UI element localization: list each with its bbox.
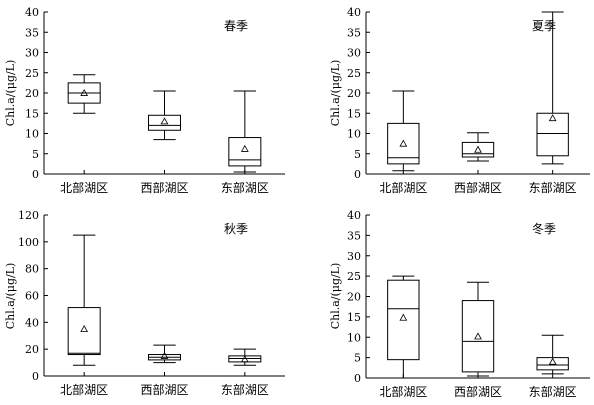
- y-tick-label: 40: [25, 316, 39, 329]
- y-axis-label: Chl.a/(μg/L): [329, 60, 342, 127]
- y-tick-label: 10: [347, 331, 361, 344]
- y-tick-label: 35: [347, 229, 361, 242]
- y-tick-label: 20: [25, 343, 39, 356]
- y-tick-label: 40: [347, 209, 361, 222]
- y-tick-label: 30: [25, 47, 39, 60]
- panel-summer: 0 5 10 15 20 25 30 35 40 北部湖区 西部湖区 东部湖区 Chl.a/(μg/L)…: [329, 6, 590, 195]
- iqr-box: [536, 112, 569, 157]
- x-category-label: 西部湖区: [140, 180, 188, 195]
- y-tick-label: 10: [25, 128, 39, 141]
- box-0: [387, 275, 420, 379]
- x-category-label: 北部湖区: [60, 180, 108, 195]
- mean-marker: [399, 139, 408, 147]
- box-1: [461, 281, 495, 377]
- panel-autumn: 0 20 40 60 80 100 120 北部湖区 西部湖区 东部湖区 Chl.a/(μg/L) 秋…: [4, 209, 285, 397]
- y-tick-label: 25: [347, 67, 361, 80]
- x-category-label: 西部湖区: [454, 180, 502, 195]
- mean-marker: [80, 88, 89, 96]
- y-tick-label: 20: [25, 87, 39, 100]
- iqr-box: [461, 300, 495, 373]
- box-2: [536, 334, 569, 375]
- y-tick-label: 30: [347, 250, 361, 263]
- y-tick-label: 5: [354, 148, 361, 161]
- box-0: [387, 90, 420, 172]
- panel-spring: 0 5 10 15 20 25 30 35 40 北部湖区 西部湖区 东部湖区 Chl.a/(μg/L)…: [4, 6, 285, 195]
- y-tick-label: 25: [347, 270, 361, 283]
- y-axis-label: Chl.a/(μg/L): [329, 263, 342, 330]
- box-2: [228, 90, 262, 173]
- mean-marker: [240, 355, 249, 363]
- box-2: [536, 11, 569, 165]
- box-2: [228, 348, 262, 366]
- box-1: [148, 90, 181, 141]
- y-tick-label: 40: [25, 6, 39, 19]
- mean-marker: [160, 351, 169, 359]
- mean-marker: [160, 117, 169, 125]
- y-tick-label: 0: [32, 370, 39, 383]
- y-tick-label: 20: [347, 87, 361, 100]
- season-label-winter: 冬季: [532, 221, 556, 236]
- y-axis-label: Chl.a/(μg/L): [4, 60, 17, 127]
- x-category-label: 东部湖区: [221, 180, 269, 195]
- y-tick-label: 120: [18, 209, 39, 222]
- y-tick-label: 20: [347, 291, 361, 304]
- season-label-summer: 夏季: [532, 19, 556, 33]
- mean-marker: [474, 145, 482, 153]
- x-category-label: 西部湖区: [140, 382, 188, 397]
- y-tick-label: 5: [32, 148, 39, 161]
- y-tick-label: 100: [18, 236, 39, 249]
- box-1: [461, 132, 495, 162]
- y-tick-label: 0: [354, 372, 361, 385]
- mean-marker: [399, 313, 408, 321]
- mean-marker: [80, 325, 89, 333]
- mean-marker: [548, 114, 557, 122]
- y-tick-label: 15: [347, 107, 361, 120]
- panel-winter: 0 5 10 15 20 25 30 35 40 北部湖区 西部湖区 东部湖区 Chl.a/(μg/L)…: [329, 209, 590, 399]
- y-tick-label: 35: [25, 26, 39, 39]
- y-tick-label: 80: [25, 263, 39, 276]
- x-category-label: 北部湖区: [60, 382, 108, 397]
- mean-marker: [240, 144, 249, 152]
- x-category-label: 西部湖区: [454, 384, 502, 399]
- y-tick-label: 5: [354, 352, 361, 365]
- y-tick-label: 10: [347, 128, 361, 141]
- iqr-box: [148, 114, 181, 131]
- iqr-box: [536, 357, 569, 371]
- x-category-label: 北部湖区: [379, 384, 427, 399]
- x-category-label: 东部湖区: [529, 384, 577, 399]
- box-1: [148, 344, 181, 364]
- box-0: [67, 74, 101, 114]
- iqr-box: [387, 122, 420, 165]
- y-tick-label: 0: [32, 168, 39, 181]
- iqr-box: [461, 141, 495, 158]
- x-category-label: 北部湖区: [379, 180, 427, 195]
- y-tick-label: 35: [347, 26, 361, 39]
- season-label-autumn: 秋季: [224, 222, 248, 236]
- mean-marker: [474, 332, 482, 340]
- box-0: [67, 234, 101, 366]
- y-axis-label: Chl.a/(μg/L): [4, 263, 17, 330]
- mean-marker: [548, 357, 557, 365]
- y-tick-label: 40: [347, 6, 361, 19]
- y-tick-label: 0: [354, 168, 361, 181]
- x-category-label: 东部湖区: [529, 180, 577, 195]
- y-tick-label: 60: [25, 290, 39, 303]
- y-tick-label: 15: [347, 311, 361, 324]
- y-tick-label: 25: [25, 67, 39, 80]
- y-tick-label: 15: [25, 107, 39, 120]
- y-tick-label: 30: [347, 47, 361, 60]
- season-label-spring: 春季: [224, 19, 248, 33]
- x-category-label: 东部湖区: [221, 382, 269, 397]
- iqr-box: [67, 307, 101, 356]
